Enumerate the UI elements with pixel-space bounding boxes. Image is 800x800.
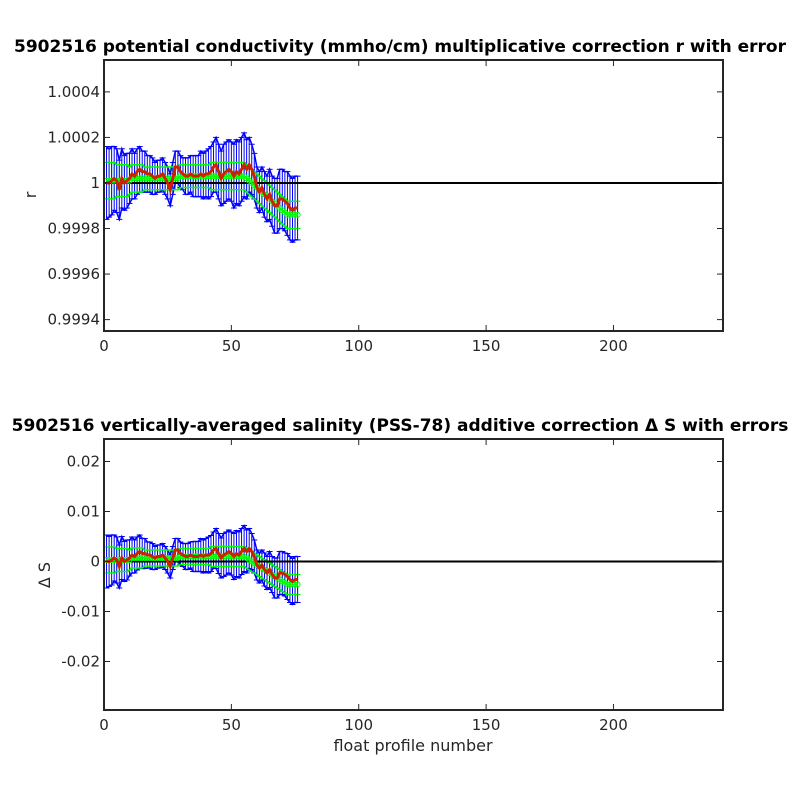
axes: 0 50 100 150 200 0.9994 0.9996 0.9998 1 1.0002 1.0…	[48, 60, 723, 355]
y-tick-label: 1	[90, 174, 100, 192]
plot-area	[104, 439, 723, 710]
mapped-correction-line	[106, 161, 298, 213]
y-tick-label: 0	[90, 553, 100, 571]
y-tick-label: 0.9998	[48, 220, 101, 238]
fit-error-lower-envelope	[106, 563, 298, 596]
fit-point	[294, 581, 301, 588]
mapped-error-lower-envelope	[106, 560, 298, 606]
axes: 0 50 100 150 200 -0.02 -0.01 0 0.01 0.02	[61, 439, 723, 734]
x-tick-label: 50	[222, 716, 241, 734]
x-tick-label: 50	[222, 337, 241, 355]
fit-point	[294, 211, 301, 218]
x-tick-label: 150	[472, 716, 501, 734]
y-tick-label: 0.02	[67, 453, 100, 471]
x-tick-label: 100	[344, 716, 373, 734]
mapped-error-upper-envelope	[106, 131, 298, 180]
mapped-error-lower-envelope	[106, 182, 298, 244]
chart-title: 5902516 potential conductivity (mmho/cm)…	[14, 37, 787, 57]
fit-error-lower-envelope	[106, 186, 298, 230]
mapped-correction-line	[106, 546, 298, 584]
plot-data	[103, 524, 723, 606]
y-tick-label: 1.0002	[48, 128, 101, 146]
plot-frame	[103, 59, 724, 332]
x-tick-label: 100	[344, 337, 373, 355]
fit-point	[238, 173, 245, 180]
x-tick-label: 200	[599, 337, 628, 355]
plot-frame	[103, 438, 724, 711]
fit-point	[292, 581, 299, 588]
y-axis-label: Δ S	[35, 562, 54, 588]
y-tick-label: 1.0004	[48, 83, 101, 101]
x-tick-label: 200	[599, 716, 628, 734]
plot-area	[104, 60, 723, 331]
x-axis-label: float profile number	[333, 736, 493, 755]
y-tick-label: -0.02	[61, 653, 100, 671]
plot-data	[103, 131, 723, 244]
chart-title: 5902516 vertically-averaged salinity (PS…	[12, 416, 789, 436]
y-tick-label: -0.01	[61, 603, 100, 621]
y-tick-label: 0.9996	[48, 265, 101, 283]
y-tick-label: 0.9994	[48, 311, 101, 329]
chart-panel-conductivity: 5902516 potential conductivity (mmho/cm)…	[14, 37, 787, 355]
chart-panel-salinity: 5902516 vertically-averaged salinity (PS…	[12, 416, 789, 755]
mapped-error-upper-envelope	[106, 524, 298, 560]
x-tick-label: 0	[99, 337, 109, 355]
fit-error-upper-envelope	[106, 161, 298, 202]
y-tick-label: 0.01	[67, 503, 100, 521]
x-tick-label: 0	[99, 716, 109, 734]
fit-point	[292, 211, 299, 218]
x-tick-label: 150	[472, 337, 501, 355]
y-axis-label: r	[21, 191, 40, 198]
